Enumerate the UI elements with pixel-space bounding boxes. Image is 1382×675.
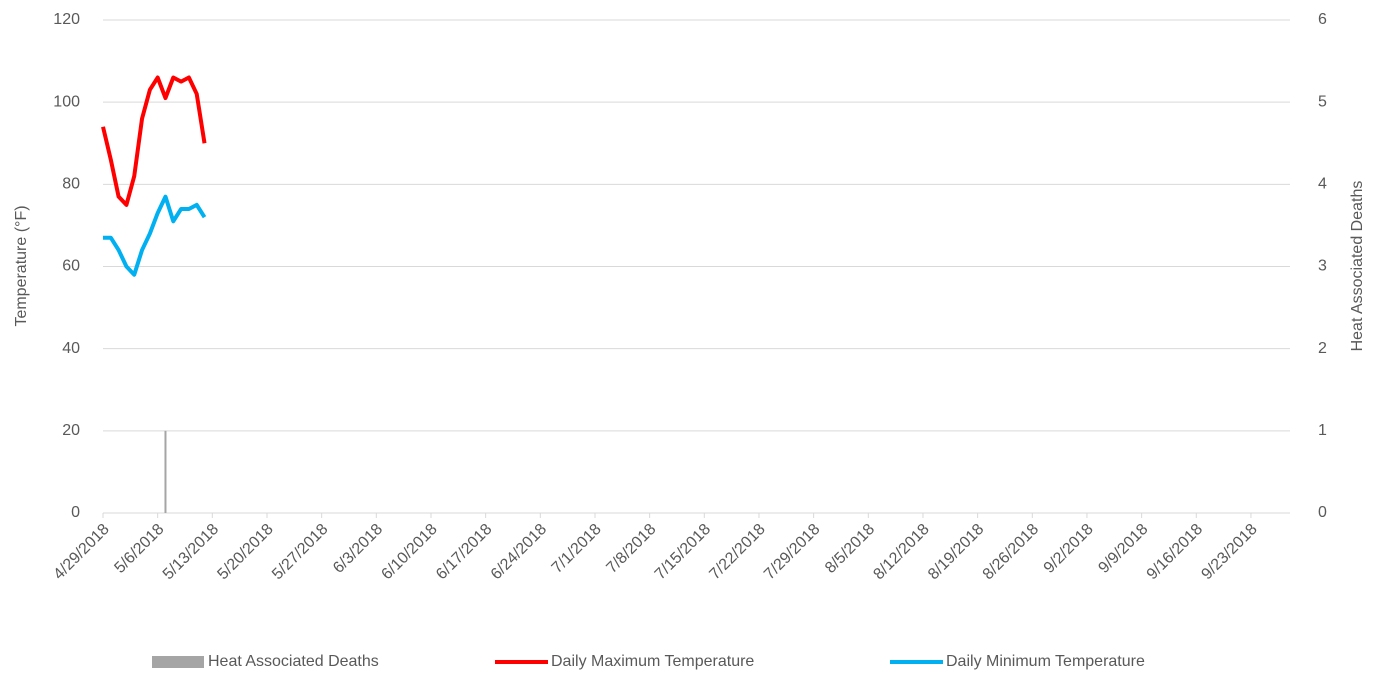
legend-swatch <box>152 656 204 668</box>
legend-label: Daily Minimum Temperature <box>946 653 1145 670</box>
y2-tick-label: 5 <box>1318 93 1327 110</box>
x-tick-label: 9/2/2018 <box>1041 521 1097 577</box>
x-tick-label: 5/27/2018 <box>269 521 331 583</box>
legend-label: Daily Maximum Temperature <box>551 653 754 670</box>
x-tick-label: 9/16/2018 <box>1144 521 1206 583</box>
x-tick-label: 7/29/2018 <box>761 521 823 583</box>
y-axis-title: Temperature (°F) <box>13 205 30 326</box>
y2-tick-label: 4 <box>1318 176 1327 193</box>
y2-tick-label: 6 <box>1318 11 1327 28</box>
x-tick-label: 6/3/2018 <box>330 521 386 577</box>
x-tick-label: 8/26/2018 <box>980 521 1042 583</box>
x-tick-label: 7/1/2018 <box>549 521 605 577</box>
x-tick-label: 6/24/2018 <box>488 521 550 583</box>
y-tick-label: 80 <box>62 176 80 193</box>
y-tick-label: 100 <box>53 93 80 110</box>
y2-axis-title: Heat Associated Deaths <box>1349 181 1366 352</box>
y-tick-label: 60 <box>62 258 80 275</box>
x-tick-label: 9/23/2018 <box>1198 521 1260 583</box>
x-tick-label: 5/13/2018 <box>160 521 222 583</box>
x-tick-label: 8/5/2018 <box>822 521 878 577</box>
x-tick-label: 6/17/2018 <box>433 521 495 583</box>
y-tick-label: 40 <box>62 340 80 357</box>
y-tick-label: 120 <box>53 11 80 28</box>
x-tick-label: 4/29/2018 <box>50 521 112 583</box>
legend-label: Heat Associated Deaths <box>208 653 379 670</box>
y2-tick-label: 0 <box>1318 504 1327 521</box>
x-tick-label: 9/9/2018 <box>1095 521 1151 577</box>
x-tick-label: 7/15/2018 <box>652 521 714 583</box>
x-tick-label: 5/6/2018 <box>111 521 167 577</box>
x-tick-label: 5/20/2018 <box>214 521 276 583</box>
line <box>101 75 207 207</box>
y-tick-label: 20 <box>62 422 80 439</box>
y-tick-label: 0 <box>71 504 80 521</box>
x-tick-label: 6/10/2018 <box>378 521 440 583</box>
y2-tick-label: 2 <box>1318 340 1327 357</box>
x-tick-label: 7/8/2018 <box>603 521 659 577</box>
y2-tick-label: 3 <box>1318 258 1327 275</box>
bar <box>164 430 167 513</box>
y2-tick-label: 1 <box>1318 422 1327 439</box>
line <box>103 194 207 277</box>
x-tick-label: 7/22/2018 <box>706 521 768 583</box>
x-tick-label: 8/19/2018 <box>925 521 987 583</box>
x-tick-label: 8/12/2018 <box>870 521 932 583</box>
